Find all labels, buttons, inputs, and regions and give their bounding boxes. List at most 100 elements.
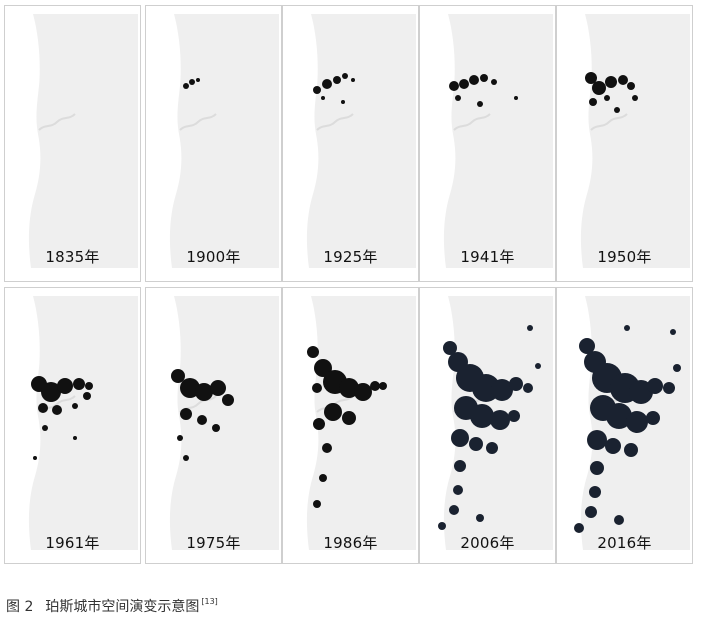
urban-area-blob <box>469 75 479 85</box>
metro-base-area <box>443 14 553 268</box>
river-line <box>316 113 354 131</box>
urban-area-blob <box>618 75 628 85</box>
urban-area-blob <box>196 78 200 82</box>
urban-area-blob <box>624 443 638 457</box>
urban-area-blob <box>455 95 461 101</box>
urban-area-blob <box>508 410 520 422</box>
year-label: 1835年 <box>45 248 100 266</box>
urban-area-blob <box>189 79 195 85</box>
urban-area-blob <box>195 383 213 401</box>
urban-area-blob <box>333 76 341 84</box>
urban-area-blob <box>574 523 584 533</box>
urban-area-blob <box>342 411 356 425</box>
river-line <box>179 113 217 131</box>
metro-base-area <box>169 296 279 550</box>
perth-map-graphic <box>306 14 416 268</box>
urban-area-blob <box>38 403 48 413</box>
urban-area-blob <box>73 378 85 390</box>
urban-area-blob <box>83 392 91 400</box>
urban-area-blob <box>604 95 610 101</box>
metro-base-area <box>28 296 139 550</box>
year-label: 1900年 <box>186 248 241 266</box>
urban-area-blob <box>73 436 77 440</box>
map-panel: 2006年 <box>419 287 556 564</box>
urban-area-blob <box>351 78 355 82</box>
urban-area-blob <box>42 425 48 431</box>
perth-map-graphic <box>574 296 690 550</box>
urban-area-blob <box>480 74 488 82</box>
urban-area-blob <box>673 364 681 372</box>
urban-area-blob <box>319 474 327 482</box>
urban-area-blob <box>585 72 597 84</box>
urban-area-blob <box>180 408 192 420</box>
urban-area-blob <box>647 378 663 394</box>
urban-area-blob <box>313 86 321 94</box>
urban-area-blob <box>449 505 459 515</box>
urban-area-blob <box>72 403 78 409</box>
river-line <box>590 113 628 131</box>
urban-area-blob <box>491 79 497 85</box>
urban-area-blob <box>486 442 498 454</box>
urban-area-blob <box>341 100 345 104</box>
urban-area-blob <box>177 435 183 441</box>
map-panel: 1835年 <box>4 5 141 282</box>
metro-base-area <box>306 14 416 268</box>
urban-area-blob <box>627 82 635 90</box>
urban-area-blob <box>379 382 387 390</box>
urban-area-blob <box>606 403 632 429</box>
urban-area-blob <box>535 363 541 369</box>
urban-area-blob <box>587 430 607 450</box>
urban-area-blob <box>614 515 624 525</box>
urban-area-blob <box>443 341 457 355</box>
perth-map-graphic <box>443 14 553 268</box>
year-label: 1950年 <box>597 248 652 266</box>
urban-area-blob <box>491 379 513 401</box>
urban-area-blob <box>592 81 606 95</box>
metro-base-area <box>580 14 690 268</box>
urban-area-blob <box>514 96 518 100</box>
urban-area-blob <box>322 443 332 453</box>
year-label: 2006年 <box>460 534 515 552</box>
map-panel: 1950年 <box>556 5 693 282</box>
perth-map-graphic <box>169 296 279 550</box>
urban-area-blob <box>212 424 220 432</box>
perth-map-graphic <box>28 14 139 268</box>
urban-area-blob <box>490 410 510 430</box>
urban-area-blob <box>57 378 73 394</box>
urban-area-blob <box>579 338 595 354</box>
urban-area-blob <box>589 98 597 106</box>
year-label: 1986年 <box>323 534 378 552</box>
urban-area-blob <box>222 394 234 406</box>
urban-area-blob <box>197 415 207 425</box>
figure-reference: [13] <box>201 597 218 606</box>
urban-area-blob <box>632 95 638 101</box>
map-panel: 1961年 <box>4 287 141 564</box>
year-label: 1975年 <box>186 534 241 552</box>
perth-map-graphic <box>580 14 690 268</box>
year-label: 2016年 <box>597 534 652 552</box>
urban-area-blob <box>527 325 533 331</box>
urban-area-blob <box>470 404 494 428</box>
urban-area-blob <box>85 382 93 390</box>
urban-area-blob <box>321 96 325 100</box>
perth-map-graphic <box>306 296 416 550</box>
figure-title: 珀斯城市空间演变示意图 <box>45 599 200 615</box>
map-panel: 1900年 <box>145 5 282 282</box>
map-panel: 1941年 <box>419 5 556 282</box>
metro-base-area <box>28 14 139 268</box>
metro-base-area <box>169 14 279 268</box>
urban-area-blob <box>339 378 359 398</box>
year-label: 1961年 <box>45 534 100 552</box>
urban-area-blob <box>307 346 319 358</box>
urban-area-blob <box>476 514 484 522</box>
urban-area-blob <box>52 405 62 415</box>
urban-area-blob <box>605 76 617 88</box>
map-panel: 2016年 <box>556 287 693 564</box>
urban-area-blob <box>585 506 597 518</box>
urban-area-blob <box>180 378 200 398</box>
perth-map-graphic <box>438 296 553 550</box>
river-line <box>38 113 76 131</box>
perth-map-graphic <box>169 14 279 268</box>
map-panel: 1925年 <box>282 5 419 282</box>
